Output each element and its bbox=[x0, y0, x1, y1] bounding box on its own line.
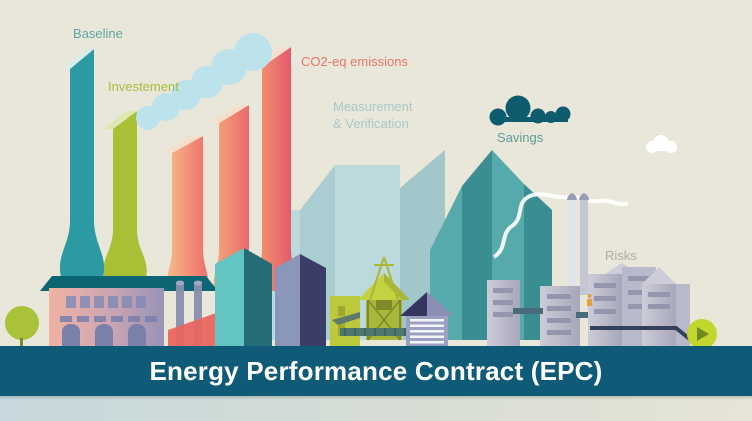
svg-text:& Verification: & Verification bbox=[333, 116, 409, 131]
svg-text:Savings: Savings bbox=[497, 130, 544, 145]
svg-text:Baseline: Baseline bbox=[73, 26, 123, 41]
svg-text:CO2-eq emissions: CO2-eq emissions bbox=[301, 54, 408, 69]
svg-text:Investement: Investement bbox=[108, 79, 179, 94]
svg-text:Risks: Risks bbox=[605, 248, 637, 263]
svg-text:Measurement: Measurement bbox=[333, 99, 413, 114]
